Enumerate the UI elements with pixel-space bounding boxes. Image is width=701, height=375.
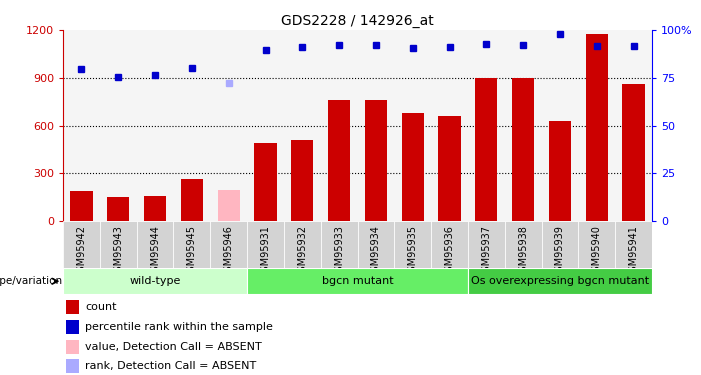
Text: GSM95932: GSM95932: [297, 225, 307, 278]
Text: GSM95940: GSM95940: [592, 225, 601, 278]
Bar: [66, 320, 79, 334]
Bar: [181, 179, 203, 221]
Bar: [174, 221, 210, 268]
Bar: [292, 140, 313, 221]
Text: rank, Detection Call = ABSENT: rank, Detection Call = ABSENT: [86, 362, 257, 371]
Bar: [615, 221, 652, 268]
Text: count: count: [86, 302, 117, 312]
Bar: [512, 78, 534, 221]
Bar: [358, 221, 394, 268]
Bar: [586, 34, 608, 221]
Bar: [210, 221, 247, 268]
Bar: [100, 221, 137, 268]
Bar: [549, 121, 571, 221]
Text: bgcn mutant: bgcn mutant: [322, 276, 393, 286]
Text: Os overexpressing bgcn mutant: Os overexpressing bgcn mutant: [471, 276, 649, 286]
Bar: [144, 196, 166, 221]
Title: GDS2228 / 142926_at: GDS2228 / 142926_at: [281, 13, 434, 28]
Bar: [66, 359, 79, 374]
Bar: [247, 221, 284, 268]
Text: GSM95931: GSM95931: [261, 225, 271, 278]
Bar: [402, 113, 423, 221]
Text: percentile rank within the sample: percentile rank within the sample: [86, 322, 273, 332]
Bar: [475, 78, 498, 221]
Bar: [107, 196, 129, 221]
Bar: [578, 221, 615, 268]
Text: GSM95937: GSM95937: [482, 225, 491, 278]
Text: GSM95939: GSM95939: [555, 225, 565, 278]
Text: GSM95944: GSM95944: [150, 225, 160, 278]
Bar: [505, 221, 542, 268]
Text: GSM95945: GSM95945: [187, 225, 197, 278]
Bar: [542, 221, 578, 268]
Bar: [394, 221, 431, 268]
Bar: [70, 191, 93, 221]
Bar: [247, 268, 468, 294]
Bar: [66, 300, 79, 314]
Text: GSM95933: GSM95933: [334, 225, 344, 278]
Bar: [468, 268, 652, 294]
Text: GSM95941: GSM95941: [629, 225, 639, 278]
Text: GSM95934: GSM95934: [371, 225, 381, 278]
Text: GSM95938: GSM95938: [518, 225, 528, 278]
Bar: [439, 116, 461, 221]
Text: GSM95935: GSM95935: [408, 225, 418, 278]
Text: GSM95936: GSM95936: [444, 225, 454, 278]
Bar: [468, 221, 505, 268]
Bar: [320, 221, 358, 268]
Text: genotype/variation: genotype/variation: [0, 276, 62, 286]
Bar: [218, 190, 240, 221]
Bar: [63, 221, 100, 268]
Bar: [137, 221, 174, 268]
Bar: [622, 84, 645, 221]
Text: value, Detection Call = ABSENT: value, Detection Call = ABSENT: [86, 342, 262, 352]
Bar: [66, 340, 79, 354]
Text: GSM95943: GSM95943: [114, 225, 123, 278]
Text: wild-type: wild-type: [130, 276, 181, 286]
Bar: [63, 268, 247, 294]
Bar: [328, 100, 350, 221]
Bar: [365, 100, 387, 221]
Text: GSM95942: GSM95942: [76, 225, 86, 278]
Bar: [254, 143, 277, 221]
Bar: [431, 221, 468, 268]
Text: GSM95946: GSM95946: [224, 225, 233, 278]
Bar: [284, 221, 321, 268]
